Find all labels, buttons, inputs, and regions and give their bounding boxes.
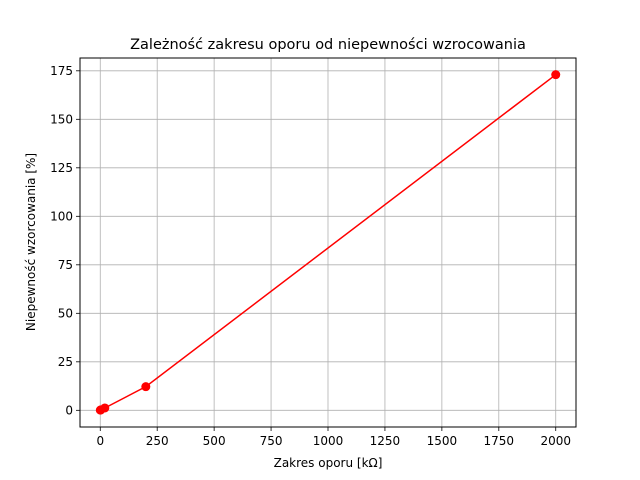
x-tick-label: 1500: [427, 434, 458, 448]
x-tick-label: 1250: [370, 434, 401, 448]
x-tick-label: 500: [203, 434, 226, 448]
y-tick-label: 25: [58, 355, 73, 369]
y-tick-label: 0: [65, 403, 73, 417]
y-axis-ticks: 0 25 50 75 100 125 150 175: [50, 64, 80, 417]
y-tick-label: 125: [50, 161, 73, 175]
series-group: [95, 70, 561, 415]
x-tick-label: 2000: [540, 434, 571, 448]
x-tick-label: 1000: [313, 434, 344, 448]
x-tick-label: 1750: [484, 434, 515, 448]
grid-lines: [80, 58, 576, 427]
data-point: [551, 70, 561, 80]
y-tick-label: 50: [58, 306, 73, 320]
y-tick-label: 150: [50, 112, 73, 126]
y-tick-label: 175: [50, 64, 73, 78]
y-tick-label: 100: [50, 209, 73, 223]
x-tick-label: 0: [96, 434, 104, 448]
x-tick-label: 750: [260, 434, 283, 448]
x-tick-label: 250: [146, 434, 169, 448]
y-tick-label: 75: [58, 258, 73, 272]
y-axis-label: Niepewność wzorcowania [%]: [24, 153, 38, 331]
data-point: [100, 403, 110, 413]
data-point: [141, 382, 151, 392]
chart-title: Zależność zakresu oporu od niepewności w…: [130, 37, 526, 53]
x-axis-ticks: 0 250 500 750 1000 1250 1500 1750 2000: [96, 427, 571, 448]
x-axis-label: Zakres oporu [kΩ]: [274, 456, 383, 470]
